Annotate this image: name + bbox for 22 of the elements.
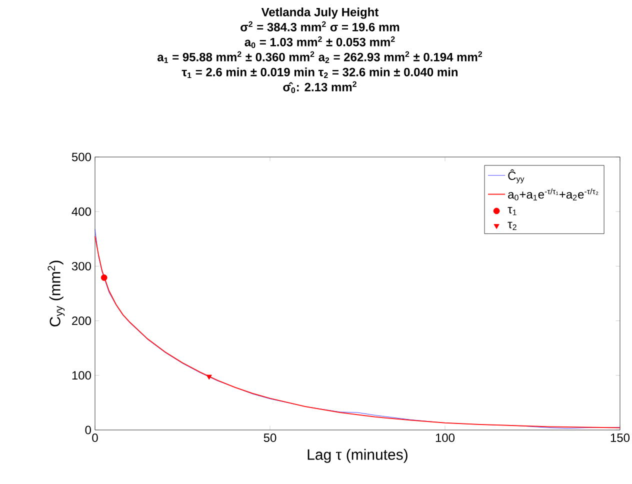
text: σ$^{2}$ = 384.3 mm$^{2}$ σ = 19.6 mm: [240, 21, 400, 32]
y-tick-label: 300: [72, 262, 92, 270]
text: a$_{0}$ = 1.03 mm$^{2}$ ± 0.053 mm$^{2}$: [244, 36, 395, 48]
y-tick-label: 0: [85, 426, 92, 434]
text: σ̂$_{0}$: 2.13 mm$^{2}$: [283, 81, 356, 94]
x-axis-title: Lag τ (minutes): [308, 448, 408, 463]
y-tick-label: 400: [72, 207, 92, 216]
text: τ$_{1}$ = 2.6 min ± 0.019 min τ$_{2}$ = 32.6 min ± 0.040 min: [182, 68, 458, 78]
x-tick-label: 50: [264, 434, 276, 442]
y-tick-label: 500: [72, 152, 92, 162]
legend-label: τ$_{1}$: [508, 207, 516, 216]
x-tick-label: 100: [436, 434, 455, 442]
x-tick-label: 0: [92, 434, 98, 442]
legend-label: τ$_{2}$: [508, 222, 516, 230]
y-tick-label: 100: [72, 371, 92, 380]
x-tick-label: 150: [610, 434, 630, 442]
y-tick-label: 200: [72, 316, 92, 326]
text: a$_{0}$+a$_{1}$e$^{-τ/τ₁}$+a$_{2}$e$^{-τ/τ₂}$: [508, 188, 598, 200]
text: a$_{1}$ = 95.88 mm$^{2}$ ± 0.360 mm$^{2}$ a$_{2}$ = 262.93 mm$^{2}$ ± 0.194 mm$^{2}$: [157, 51, 482, 64]
legend-label: Ĉ$_{yy}$: [508, 169, 524, 184]
chart-title: Vetlanda July Height: [261, 8, 379, 19]
y-axis-title: C$_{yy}$ (mm$^{2}$): [48, 260, 65, 326]
